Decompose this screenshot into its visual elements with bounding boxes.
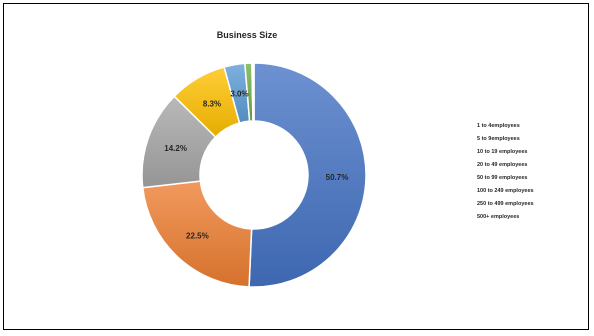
legend-item-6: 100 to 249 employees [477, 188, 534, 194]
data-labels: 50.7% 22.5% 14.2% 8.3% 3.0% [164, 89, 348, 240]
legend-item-4: 20 to 49 employees [477, 162, 528, 168]
slice-2 [141, 180, 253, 288]
legend-item-1: 1 to 4employees [477, 123, 520, 129]
doughnut-slices [141, 62, 367, 288]
data-label-5: 3.0% [230, 89, 248, 98]
slice-8 [252, 62, 255, 122]
legend-item-5: 50 to 99 employees [477, 175, 528, 181]
slice-1 [248, 62, 367, 288]
data-label-3: 14.2% [164, 144, 187, 153]
data-label-4: 8.3% [203, 99, 221, 108]
legend-item-7: 250 to 499 employees [477, 201, 534, 207]
legend-item-8: 500+ employees [477, 214, 520, 220]
data-label-2: 22.5% [186, 232, 209, 241]
data-label-1: 50.7% [326, 173, 349, 182]
chart-legend: 1 to 4employees 5 to 9employees 10 to 19 e… [477, 120, 534, 224]
legend-item-3: 10 to 19 employees [477, 149, 528, 155]
legend-item-2: 5 to 9employees [477, 136, 520, 142]
chart-title: Business Size [217, 30, 278, 40]
